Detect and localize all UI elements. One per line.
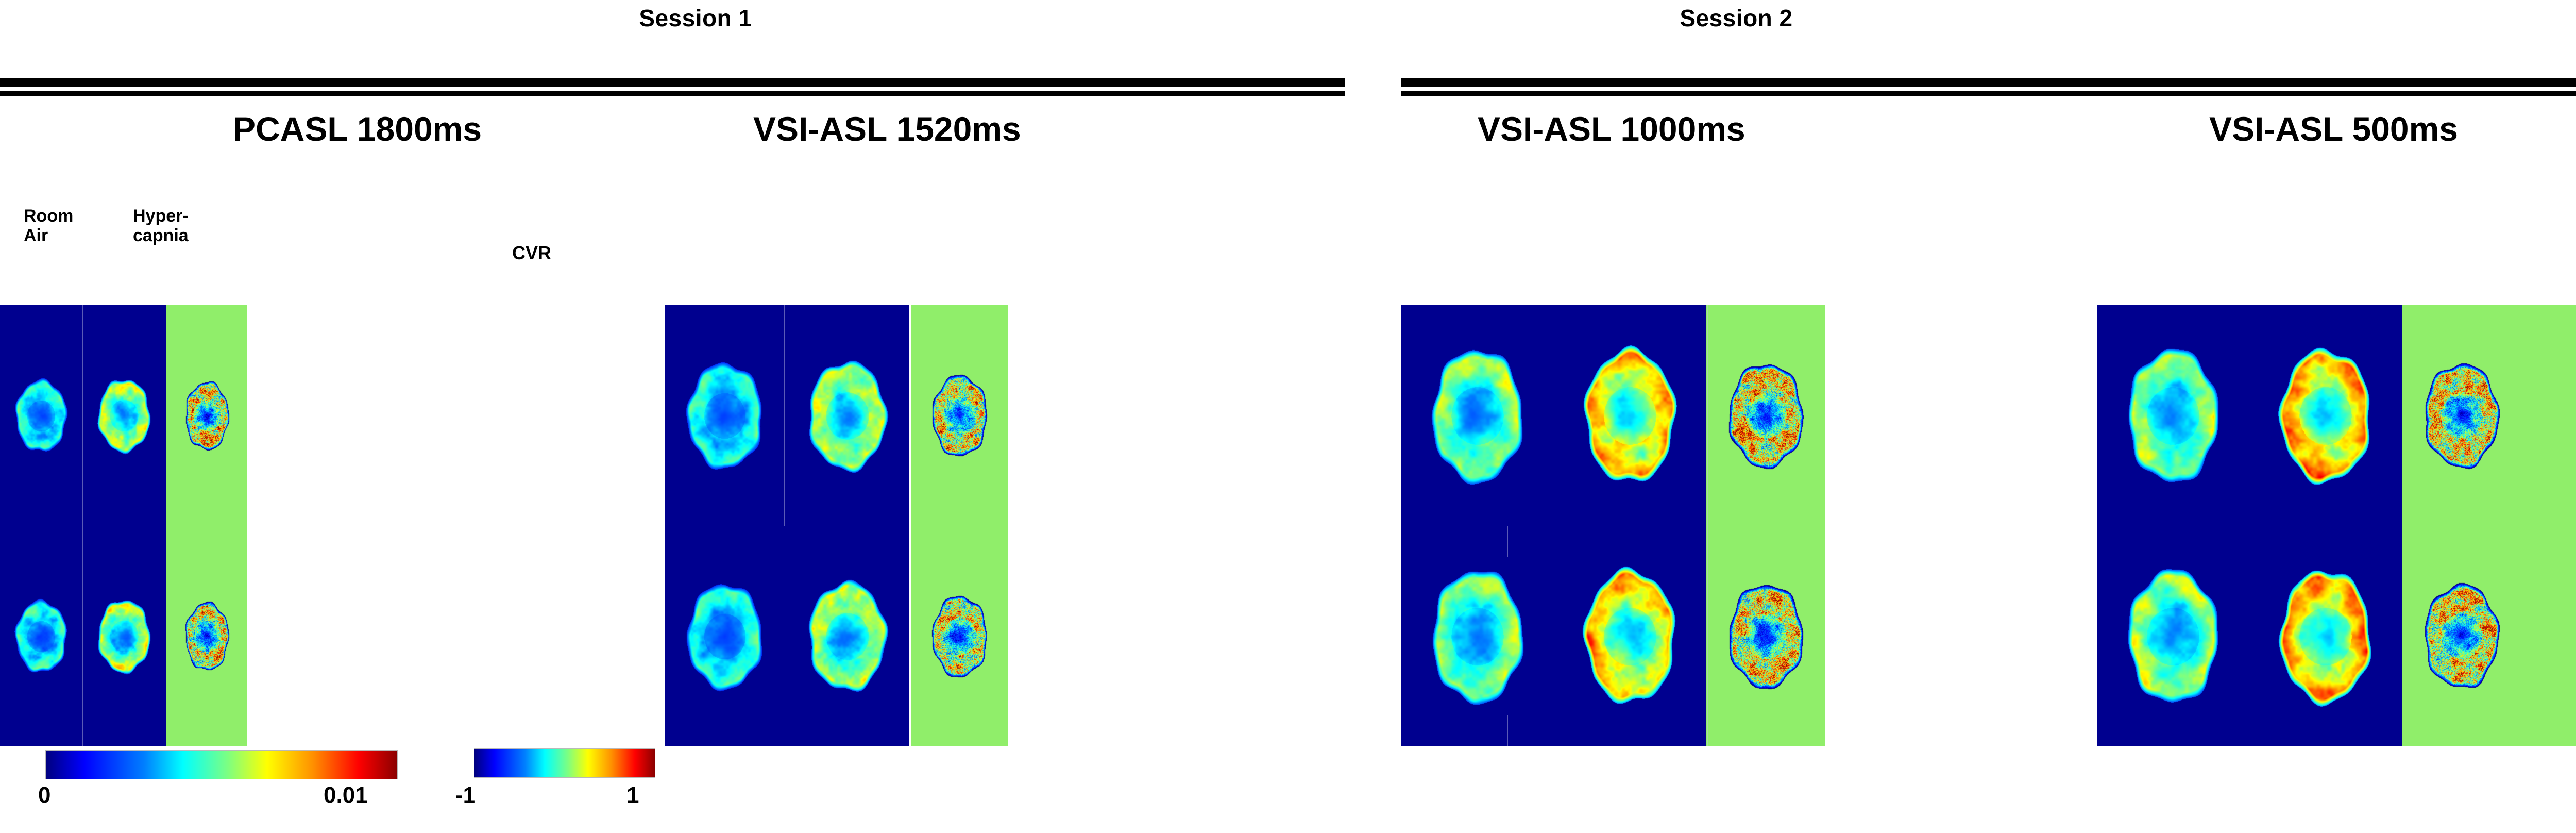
perfusion-map-slice	[678, 574, 771, 699]
cvr-map-slice	[922, 586, 997, 687]
cvr-map-slice	[2415, 574, 2507, 698]
cvr-colorbar-min-label: -1	[455, 782, 476, 808]
column-label-room-air: Room Air	[24, 206, 74, 245]
sequence-label-vsi-1520: VSI-ASL 1520ms	[753, 110, 1021, 148]
perfusion-map-slice	[1418, 557, 1536, 715]
panel-separator	[784, 305, 785, 526]
perfusion-colorbar	[45, 750, 398, 779]
pcasl-perfusion-background	[0, 305, 166, 746]
sequence-label-vsi-500: VSI-ASL 500ms	[2209, 110, 2459, 148]
perfusion-map-slice	[2266, 337, 2384, 495]
perfusion-map-slice	[2266, 557, 2384, 715]
cvr-map-slice	[175, 373, 239, 458]
perfusion-map-slice	[1571, 337, 1689, 495]
session-1-rule-top	[0, 78, 1345, 87]
cvr-map-slice	[1720, 354, 1812, 477]
perfusion-map-slice	[799, 351, 895, 480]
perfusion-map-slice	[92, 372, 156, 459]
session-1-rule-bottom	[0, 91, 1345, 96]
cvr-colorbar	[474, 748, 655, 778]
cvr-colorbar-max-label: 1	[626, 782, 639, 808]
cvr-map-slice	[2415, 354, 2507, 477]
sequence-label-vsi-1000: VSI-ASL 1000ms	[1478, 110, 1745, 148]
session-2-rule-top	[1401, 78, 2576, 87]
column-label-hypercapnia: Hyper- capnia	[133, 206, 189, 245]
perfusion-map-slice	[799, 572, 895, 701]
pcasl-cvr-background	[166, 305, 247, 746]
panel-separator	[1707, 305, 1708, 746]
perfusion-map-slice	[1571, 557, 1689, 715]
panel-separator	[82, 305, 83, 746]
sequence-label-pcasl-1800: PCASL 1800ms	[233, 110, 482, 148]
perfusion-map-slice	[92, 593, 156, 679]
perfusion-colorbar-min-label: 0	[38, 782, 51, 808]
column-label-cvr: CVR	[512, 242, 552, 263]
perfusion-map-slice	[2114, 557, 2232, 715]
perfusion-colorbar-max-label: 0.01	[324, 782, 368, 808]
cvr-map-slice	[922, 365, 997, 467]
session-2-rule-bottom	[1401, 91, 2576, 96]
perfusion-map-slice	[9, 594, 73, 679]
perfusion-map-slice	[1418, 337, 1536, 495]
perfusion-map-slice	[9, 373, 73, 458]
session-2-title: Session 2	[1680, 5, 1793, 31]
session-1-title: Session 1	[639, 5, 752, 31]
perfusion-map-slice	[2114, 337, 2232, 495]
cvr-map-slice	[1720, 574, 1812, 698]
perfusion-map-slice	[678, 353, 771, 478]
cvr-map-slice	[175, 594, 239, 679]
